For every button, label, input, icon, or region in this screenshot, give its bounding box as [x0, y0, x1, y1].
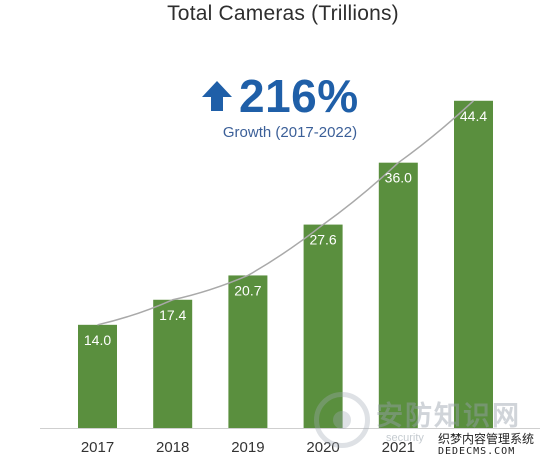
data-label-2018: 17.4 — [159, 307, 186, 323]
growth-label: Growth (2017-2022) — [222, 124, 358, 141]
bar-2018 — [153, 299, 193, 428]
data-label-2020: 27.6 — [309, 232, 336, 248]
chart-title: Total Cameras (Trillions) — [167, 2, 399, 25]
up-arrow-icon — [202, 81, 232, 111]
bar-2019 — [228, 275, 268, 428]
x-tick-label-2017: 2017 — [81, 439, 114, 456]
growth-value: 216% — [239, 70, 359, 122]
bar-2017 — [78, 324, 117, 428]
watermark-main: 安防知识网 — [376, 401, 521, 431]
watermark-site: DEDECMS.COM — [438, 446, 516, 457]
bar-2022 — [454, 100, 493, 428]
bar-2021 — [378, 162, 418, 428]
watermark: 安防知识网 security 织梦内容管理系统 DEDECMS.COM — [314, 392, 550, 462]
watermark-cms: 织梦内容管理系统 — [438, 432, 535, 446]
trend-line — [97, 100, 475, 326]
watermark-sub: security — [386, 432, 424, 444]
x-tick-label-2021: 2021 — [382, 439, 415, 456]
data-label-2021: 36.0 — [385, 170, 412, 186]
data-label-2017: 14.0 — [84, 332, 111, 348]
data-label-2019: 20.7 — [234, 282, 261, 298]
x-tick-label-2018: 2018 — [156, 439, 189, 456]
data-label-2022: 44.4 — [460, 108, 487, 124]
x-tick-label-2019: 2019 — [231, 439, 264, 456]
watermark-logo-icon — [314, 392, 370, 448]
